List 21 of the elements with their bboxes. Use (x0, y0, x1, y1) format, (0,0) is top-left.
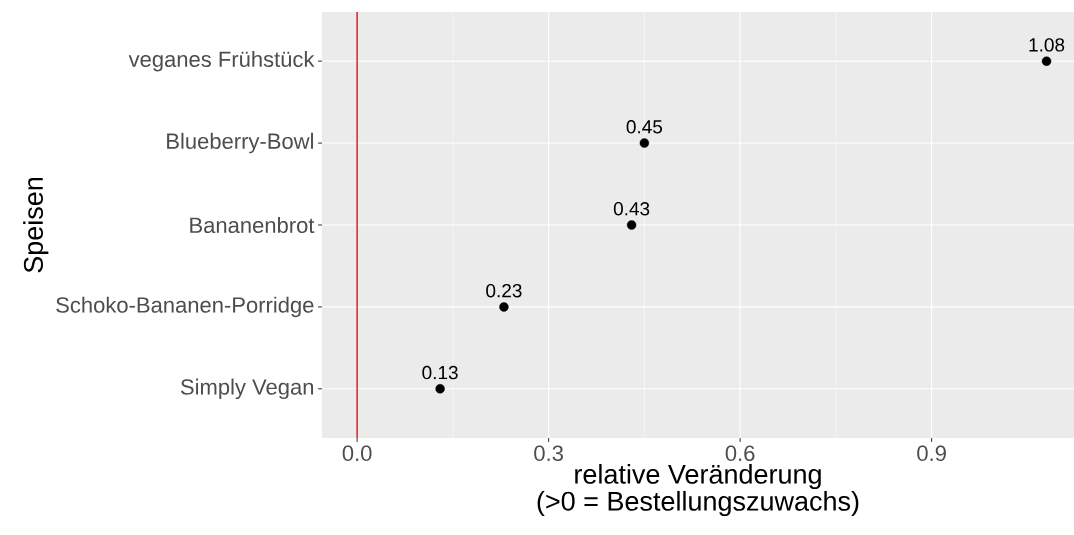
y-tick-label: veganes Frühstück (128, 50, 315, 72)
x-tick-label: 0.3 (534, 445, 563, 462)
point (499, 302, 509, 312)
point (1041, 56, 1052, 66)
data-label: 0.13 (422, 365, 458, 380)
point (435, 384, 445, 394)
y-tick-label: Blueberry-Bowl (167, 132, 313, 154)
data-label: 0.23 (486, 283, 522, 298)
y-tick-label: Simply Vegan (180, 378, 314, 400)
point (639, 138, 650, 148)
y-axis-title: Speisen (23, 177, 49, 273)
x-axis-title: relative Veränderung (>0 = Bestellungszuwachs) (537, 463, 859, 517)
x-tick-label: 0.6 (725, 445, 755, 462)
data-label: 0.43 (613, 202, 650, 216)
point (626, 220, 637, 230)
y-tick-label: Bananenbrot (190, 216, 315, 234)
y-tick-label: Schoko-Bananen-Porridge (56, 296, 314, 318)
data-label: 0.45 (626, 120, 663, 134)
data-label: 1.08 (1029, 38, 1065, 52)
x-tick-label: 0.9 (917, 445, 946, 462)
x-tick-label: 0.0 (342, 445, 372, 462)
